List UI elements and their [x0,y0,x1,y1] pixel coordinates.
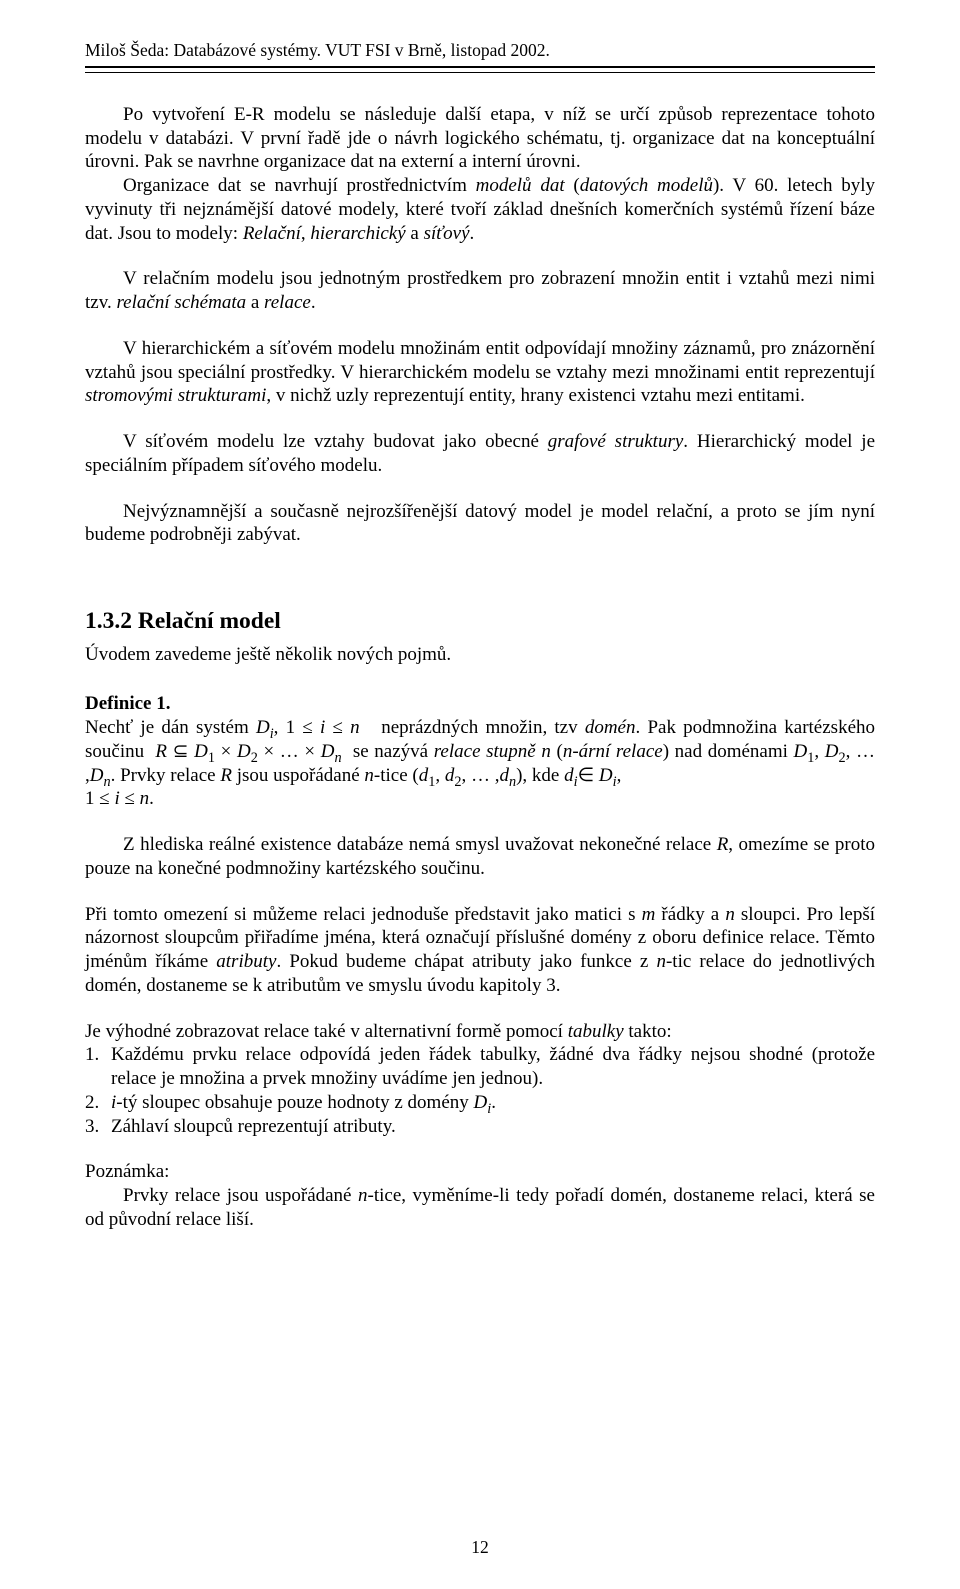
note-head: Poznámka: [85,1160,875,1184]
paragraph-finite-relations: Z hlediska reálné existence databáze nem… [85,833,875,881]
emphasis: m [642,904,656,925]
text: , [301,223,311,244]
emphasis: n [656,951,666,972]
emphasis: datových modelů [580,175,713,196]
document-page: Miloš Šeda: Databázové systémy. VUT FSI … [0,0,960,1589]
list-item: 2.i-tý sloupec obsahuje pouze hodnoty z … [85,1091,875,1115]
text: . Pokud budeme chápat atributy jako funk… [276,951,656,972]
text: . [311,292,316,313]
emphasis: grafové struktury [548,431,684,452]
emphasis: stromovými strukturami [85,385,266,406]
text: V síťovém modelu lze vztahy budovat jako… [123,431,548,452]
text: Organizace dat se navrhují prostřednictv… [123,175,476,196]
paragraph-network: V síťovém modelu lze vztahy budovat jako… [85,430,875,478]
text: Prvky relace jsou uspořádané [123,1185,358,1206]
text: a [246,292,264,313]
note-body: Prvky relace jsou uspořádané n-tice, vym… [85,1184,875,1232]
emphasis: Relační [243,223,301,244]
text: V hierarchickém a síťovém modelu množiná… [85,338,875,383]
emphasis: relační schémata [116,292,246,313]
text: a [406,223,424,244]
paragraph-matrix: Při tomto omezení si můžeme relaci jedno… [85,903,875,998]
numbered-list: 1.Každému prvku relace odpovídá jeden řá… [85,1043,875,1138]
text: Je výhodné zobrazovat relace také v alte… [85,1021,568,1042]
section-heading: 1.3.2 Relační model [85,607,875,636]
emphasis: n [725,904,735,925]
definition-head: Definice 1. [85,692,875,716]
paragraph-relational: V relačním modelu jsou jednotným prostře… [85,267,875,315]
list-intro: Je výhodné zobrazovat relace také v alte… [85,1020,875,1044]
section-intro: Úvodem zavedeme ještě několik nových poj… [85,643,875,667]
text: řádky a [655,904,725,925]
emphasis: atributy [216,951,276,972]
definition-body: Nechť je dán systém Di, 1 ≤ i ≤ n nepráz… [85,716,875,811]
emphasis: relace [264,292,311,313]
emphasis: síťový [424,223,470,244]
page-number: 12 [0,1537,960,1559]
paragraph-hierarchical-network: V hierarchickém a síťovém modelu množiná… [85,337,875,408]
list-item: 1.Každému prvku relace odpovídá jeden řá… [85,1043,875,1091]
list-item-text: Každému prvku relace odpovídá jeden řáde… [111,1044,875,1089]
running-header: Miloš Šeda: Databázové systémy. VUT FSI … [85,40,875,62]
text: Při tomto omezení si můžeme relaci jedno… [85,904,642,925]
emphasis: tabulky [568,1021,624,1042]
text: , v nichž uzly reprezentují entity, hran… [266,385,805,406]
text: . [470,223,475,244]
paragraph-most-important: Nejvýznamnější a současně nejrozšířenějš… [85,500,875,548]
emphasis: hierarchický [310,223,405,244]
text: ( [565,175,580,196]
list-item: 3.Záhlaví sloupců reprezentují atributy. [85,1115,875,1139]
emphasis: n [358,1185,368,1206]
paragraph-er-model: Po vytvoření E-R modelu se následuje dal… [85,103,875,174]
list-item-text: Záhlaví sloupců reprezentují atributy. [111,1116,396,1137]
emphasis: modelů dat [476,175,565,196]
paragraph-data-models: Organizace dat se navrhují prostřednictv… [85,174,875,245]
header-rule [85,66,875,73]
text: takto: [624,1021,672,1042]
